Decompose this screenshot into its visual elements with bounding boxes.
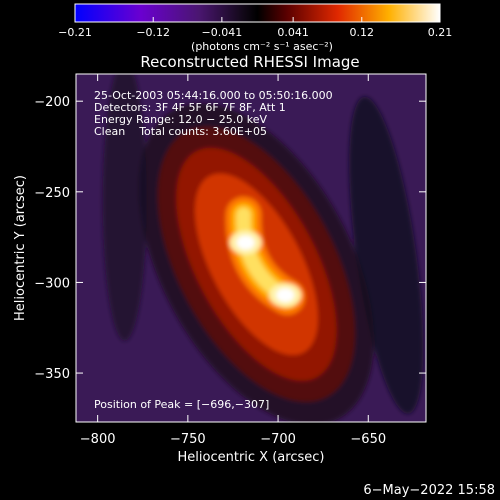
x-tick-label: −750 [170, 432, 206, 447]
colorbar-tick-label: 0.21 [428, 26, 453, 39]
x-axis-ticks: −800 −750 −700 −650 [80, 74, 386, 447]
annotation-block: 25-Oct-2003 05:44:16.000 to 05:50:16.000… [94, 89, 333, 138]
peak-source-core [236, 235, 255, 250]
x-tick-label: −700 [260, 432, 296, 447]
annotation-clean-counts: Clean Total counts: 3.60E+05 [94, 125, 267, 138]
colorbar: −0.21 −0.12 −0.041 0.041 0.12 0.21 (photons c… [58, 3, 452, 53]
peak-position-label: Position of Peak = [−696,−307] [94, 398, 269, 411]
dark-lane [349, 96, 424, 414]
colorbar-tick-label: 0.041 [277, 26, 309, 39]
colorbar-tick-label: −0.12 [136, 26, 170, 39]
peak-source-core [276, 288, 295, 303]
plot-frame [75, 73, 427, 423]
plot-area: −800 −750 −700 −650 −200 −250 −300 −350 [34, 73, 427, 447]
annotation-detectors: Detectors: 3F 4F 5F 6F 7F 8F, Att 1 [94, 101, 286, 114]
x-tick-label: −650 [350, 432, 386, 447]
colorbar-unit-label: (photons cm⁻² s⁻¹ asec⁻²) [191, 40, 333, 53]
y-tick-label: −350 [34, 367, 70, 382]
y-tick-label: −300 [34, 276, 70, 291]
x-tick-label: −800 [80, 432, 116, 447]
annotation-energy-range: Energy Range: 12.0 − 25.0 keV [94, 113, 268, 126]
dark-lane [102, 74, 147, 341]
colorbar-scale [74, 3, 441, 23]
y-axis-ticks: −200 −250 −300 −350 [34, 95, 426, 382]
y-tick-label: −200 [34, 95, 70, 110]
y-tick-label: −250 [34, 186, 70, 201]
chart-title: Reconstructed RHESSI Image [140, 53, 359, 71]
colorbar-tick-label: −0.041 [202, 26, 243, 39]
y-axis-label: Heliocentric Y (arcsec) [13, 175, 28, 321]
colorbar-tick-label: 0.12 [350, 26, 375, 39]
footer-timestamp: 6−May−2022 15:58 [363, 483, 495, 498]
heatmap [102, 74, 424, 422]
colorbar-tick-label: −0.21 [58, 26, 92, 39]
colorbar-ticks: −0.21 −0.12 −0.041 0.041 0.12 0.21 [58, 17, 452, 39]
x-axis-label: Heliocentric X (arcsec) [178, 450, 325, 465]
annotation-time-range: 25-Oct-2003 05:44:16.000 to 05:50:16.000 [94, 89, 333, 102]
